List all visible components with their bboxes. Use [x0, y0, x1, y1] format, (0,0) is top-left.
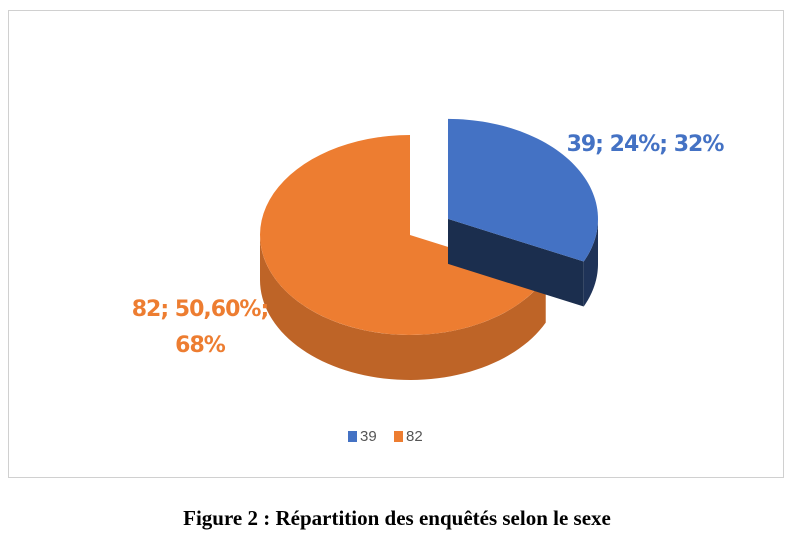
data-label: 39; 24%; 32% — [566, 132, 725, 157]
chart-frame — [8, 10, 784, 478]
legend-marker — [348, 431, 357, 442]
slice-cut-face — [447, 218, 584, 307]
legend-label: 82 — [406, 428, 423, 445]
slice — [260, 135, 546, 335]
slice-side — [260, 235, 546, 380]
caption: Figure 2 : Répartition des enquêtés selo… — [183, 506, 611, 530]
legend-marker — [394, 431, 403, 442]
slice-side — [583, 218, 598, 307]
data-label: 82; 50,60%; 68% — [131, 297, 270, 358]
slice — [447, 118, 598, 262]
legend-label: 39 — [360, 428, 377, 445]
chart — [260, 118, 598, 442]
